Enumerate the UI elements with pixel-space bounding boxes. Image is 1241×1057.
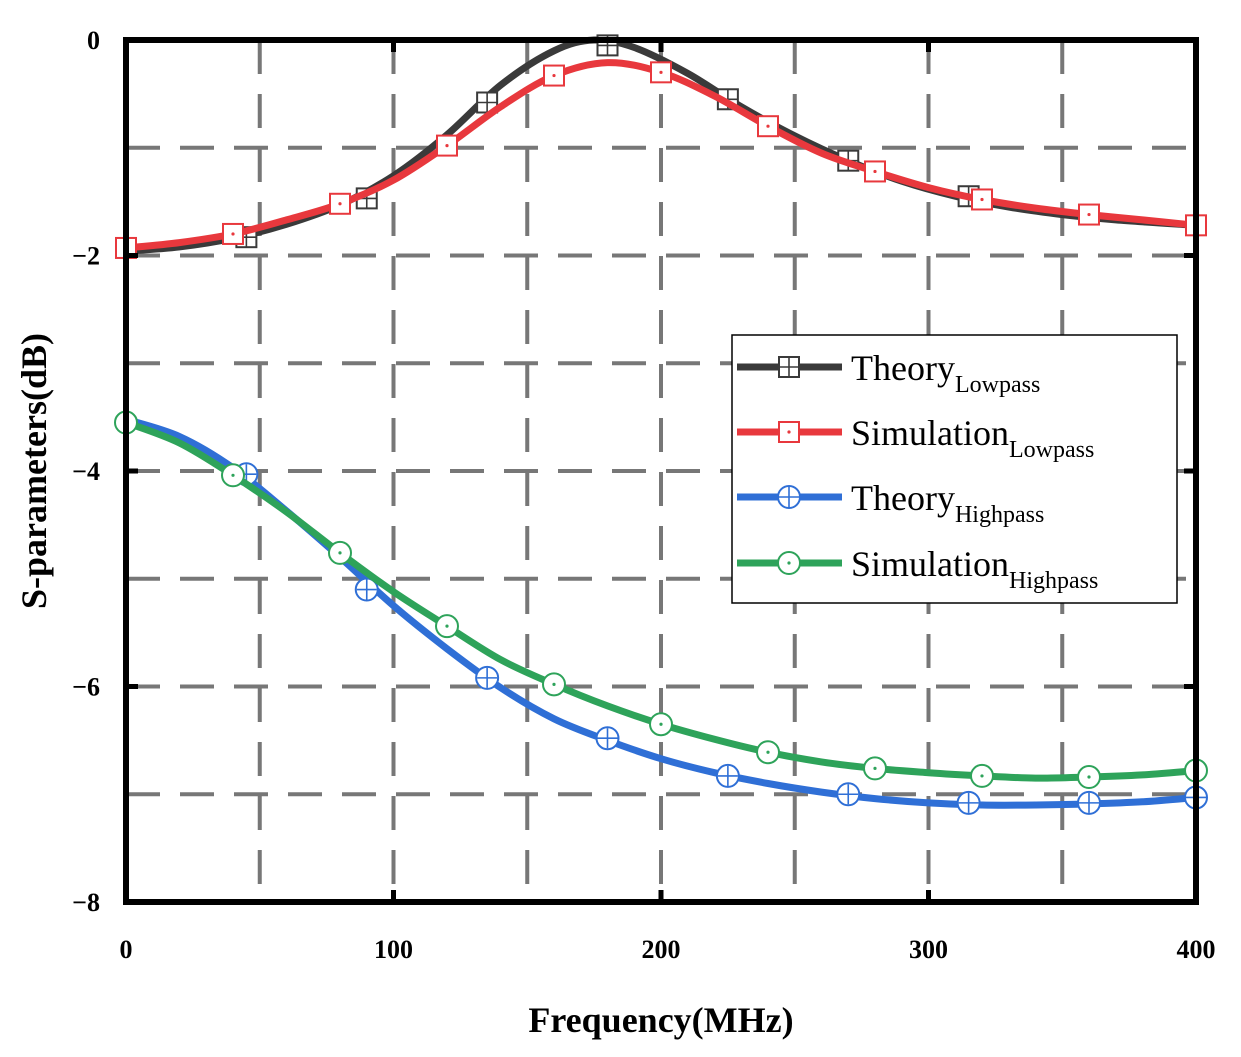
legend-marker-theory-highpass [777, 485, 801, 509]
legend-label-subscript: Lowpass [955, 372, 1040, 398]
legend-label-simulation-lowpass: SimulationLowpass [851, 413, 1094, 463]
legend-label-main: Simulation [851, 544, 1009, 584]
legend-marker-simulation-highpass [777, 551, 801, 575]
data-point-theory-highpass [715, 763, 740, 788]
data-point-theory-highpass [956, 790, 981, 815]
x-tick-label: 400 [1177, 935, 1216, 964]
data-point-simulation-highpass [970, 763, 994, 788]
x-axis-title: Frequency(MHz) [528, 1000, 793, 1040]
legend-marker-theory-lowpass [778, 356, 800, 378]
y-tick-label: −2 [72, 242, 100, 271]
data-point-simulation-highpass-dot [552, 682, 556, 686]
legend-label-subscript: Lowpass [1009, 437, 1094, 463]
data-point-theory-highpass [354, 577, 379, 602]
data-point-simulation-lowpass-dot [231, 232, 235, 236]
data-point-simulation-lowpass [757, 115, 779, 138]
data-point-theory-highpass [475, 665, 500, 690]
data-point-simulation-lowpass [543, 64, 565, 87]
data-point-simulation-highpass-dot [766, 750, 770, 754]
legend-label-main: Theory [851, 478, 955, 518]
legend-label-subscript: Highpass [955, 502, 1044, 528]
data-point-simulation-highpass-dot [659, 722, 663, 726]
ticks: 0 100 200 300 400 0 −2 −4 −6 −8 [72, 26, 1215, 964]
data-point-simulation-lowpass-dot [552, 73, 556, 78]
data-point-simulation-highpass-dot [445, 624, 449, 628]
y-tick-label: −4 [72, 457, 100, 486]
data-point-simulation-lowpass [864, 160, 886, 183]
series-layer [114, 34, 1208, 815]
x-tick-label: 100 [374, 935, 413, 964]
data-point-theory-highpass [836, 782, 861, 807]
series-simulation-lowpass [115, 59, 1207, 259]
x-tick-label: 200 [642, 935, 681, 964]
data-point-theory-highpass [1077, 790, 1101, 815]
x-tick-label: 300 [909, 935, 948, 964]
series-simulation-highpass [114, 410, 1208, 790]
data-point-simulation-highpass-dot [980, 774, 984, 778]
data-point-simulation-highpass [756, 740, 780, 765]
data-point-simulation-lowpass-dot [766, 124, 770, 128]
legend: TheoryLowpassSimulationLowpassTheoryHigh… [731, 334, 1178, 604]
data-point-simulation-highpass [649, 712, 673, 737]
data-point-simulation-highpass [542, 672, 566, 697]
data-point-simulation-lowpass [1078, 203, 1100, 226]
y-tick-label: −6 [72, 673, 100, 702]
legend-label-main: Simulation [851, 413, 1009, 453]
legend-marker-simulation-lowpass-dot [787, 430, 791, 434]
data-point-simulation-highpass-dot [338, 551, 342, 555]
data-point-simulation-highpass [1077, 765, 1101, 790]
legend-label-simulation-highpass: SimulationHighpass [851, 544, 1098, 594]
data-point-simulation-highpass-dot [873, 766, 877, 770]
legend-label-main: Theory [851, 348, 955, 388]
legend-box [731, 334, 1178, 604]
data-point-simulation-highpass [221, 463, 245, 488]
data-point-simulation-lowpass-dot [338, 202, 342, 206]
x-tick-label: 0 [120, 935, 133, 964]
legend-label-subscript: Highpass [1009, 568, 1098, 594]
data-point-theory-lowpass [476, 91, 499, 114]
data-point-simulation-highpass-dot [1087, 775, 1091, 779]
legend-label-theory-highpass: TheoryHighpass [851, 478, 1044, 528]
data-point-simulation-lowpass [222, 222, 244, 245]
data-point-simulation-lowpass [650, 61, 672, 84]
data-point-simulation-lowpass-dot [445, 143, 449, 148]
data-point-theory-highpass [595, 726, 620, 751]
data-point-simulation-highpass [435, 614, 459, 639]
data-point-simulation-highpass-dot [231, 473, 235, 477]
legend-marker-simulation-lowpass [778, 421, 800, 443]
data-point-simulation-highpass [863, 756, 887, 781]
y-axis-title: S-parameters(dB) [14, 333, 54, 609]
data-point-simulation-lowpass [329, 192, 351, 215]
data-point-simulation-lowpass-dot [659, 70, 663, 74]
y-tick-label: 0 [87, 26, 100, 55]
legend-label-theory-lowpass: TheoryLowpass [851, 348, 1040, 398]
data-point-simulation-lowpass-dot [873, 169, 877, 174]
y-tick-label: −8 [72, 888, 100, 917]
data-point-simulation-lowpass [436, 134, 458, 157]
legend-marker-simulation-highpass-dot [787, 561, 791, 565]
data-point-simulation-lowpass-dot [1087, 212, 1091, 217]
data-point-simulation-lowpass-dot [980, 197, 984, 202]
data-point-simulation-lowpass [971, 188, 993, 211]
data-point-simulation-highpass [328, 540, 352, 565]
